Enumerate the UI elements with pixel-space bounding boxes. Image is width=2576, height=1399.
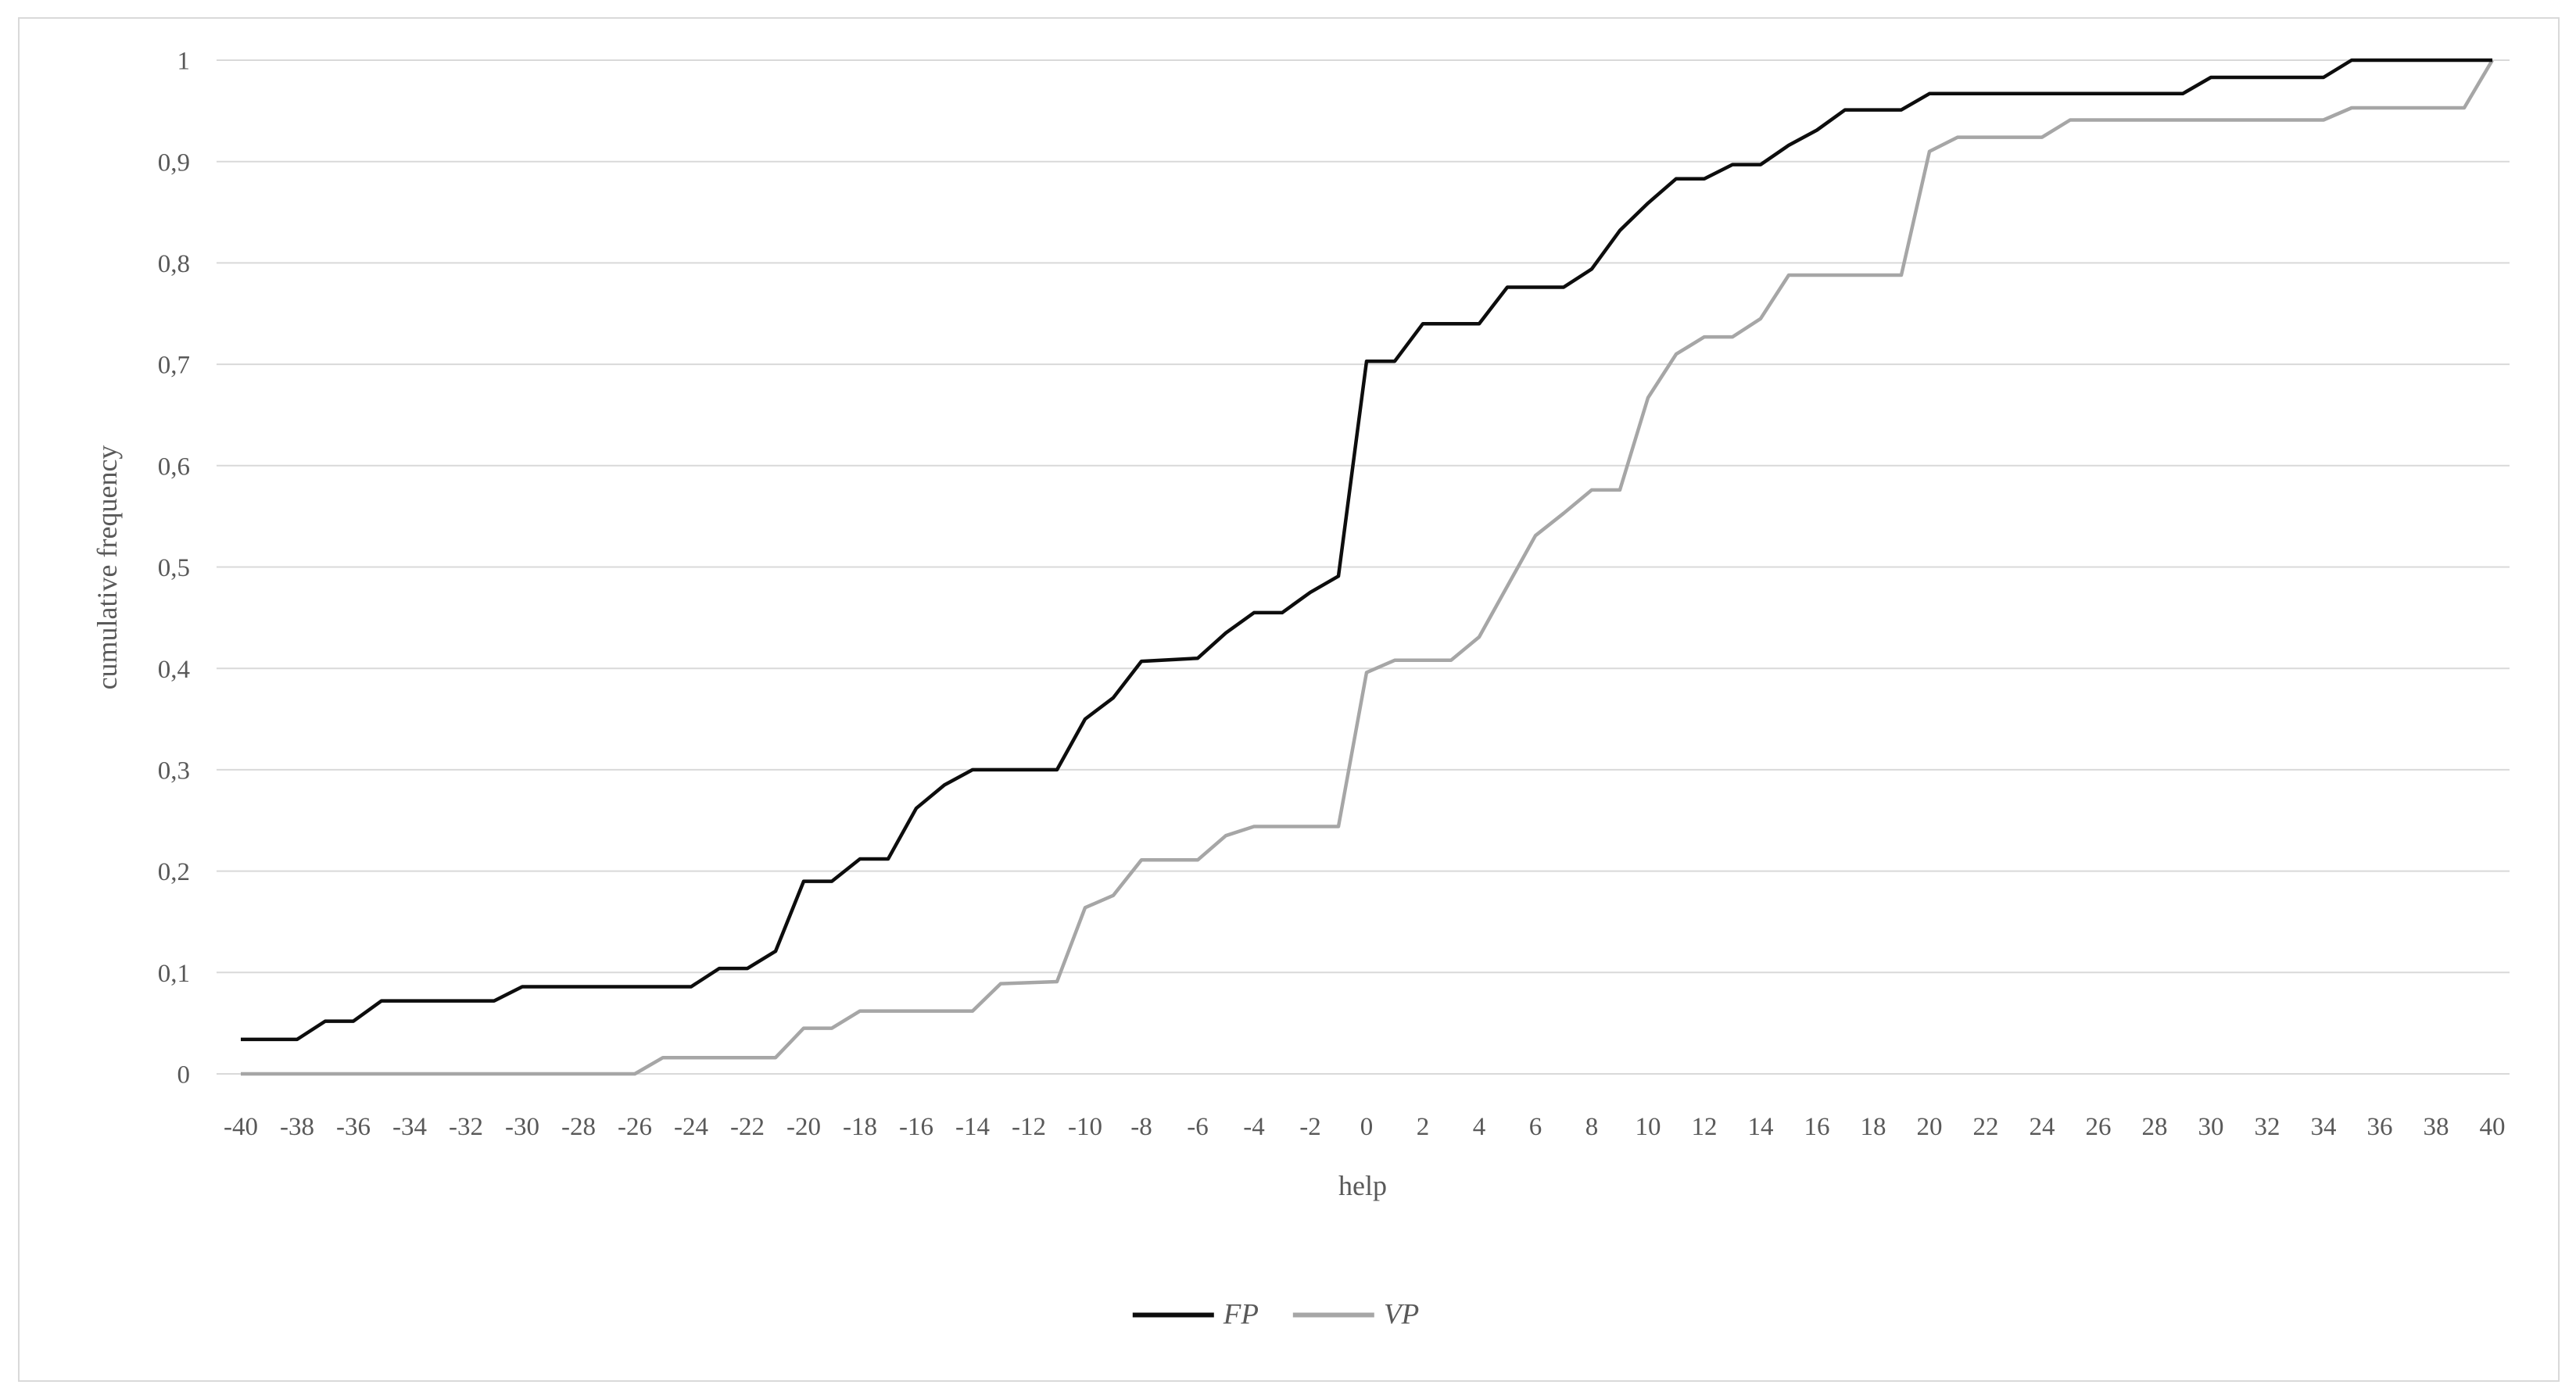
- y-tick-label: 0,8: [158, 250, 190, 278]
- x-tick-label: 2: [1417, 1113, 1430, 1141]
- x-tick-label: -10: [1068, 1113, 1102, 1141]
- x-tick-label: -38: [280, 1113, 314, 1141]
- series-line-fp: [241, 58, 2492, 1042]
- x-tick-label: 40: [2480, 1113, 2506, 1141]
- y-tick-label: 0: [177, 1061, 191, 1090]
- series-line-vp: [241, 59, 2494, 1076]
- y-tick-label: 0,9: [158, 148, 190, 177]
- x-tick-label: -16: [899, 1113, 933, 1141]
- x-tick-label: 16: [1804, 1113, 1830, 1141]
- legend: FP VP: [1132, 1298, 1419, 1332]
- x-tick-label: 10: [1636, 1113, 1661, 1141]
- chart-border: [18, 17, 2560, 1382]
- legend-label-vp: VP: [1384, 1298, 1420, 1331]
- y-axis-title: cumulative frequency: [91, 445, 123, 690]
- x-tick-label: 12: [1692, 1113, 1718, 1141]
- x-tick-label: -34: [392, 1113, 427, 1141]
- vp-line-swatch-icon: [1293, 1312, 1374, 1317]
- y-tick-label: 0,7: [158, 352, 190, 380]
- fp-line-swatch-icon: [1132, 1312, 1214, 1317]
- legend-item-fp: FP: [1132, 1298, 1259, 1332]
- x-tick-label: -26: [618, 1113, 652, 1141]
- x-tick-label: -36: [336, 1113, 371, 1141]
- y-tick-label: 1: [177, 48, 191, 76]
- x-tick-label: -30: [505, 1113, 539, 1141]
- x-tick-label: -20: [786, 1113, 821, 1141]
- y-tick-label: 0,3: [158, 757, 190, 785]
- x-tick-label: 20: [1917, 1113, 1943, 1141]
- y-tick-label: 0,4: [158, 656, 190, 684]
- x-tick-label: -18: [843, 1113, 877, 1141]
- legend-item-vp: VP: [1293, 1298, 1419, 1332]
- x-tick-label: 30: [2198, 1113, 2224, 1141]
- x-tick-label: -32: [449, 1113, 483, 1141]
- x-tick-label: -24: [674, 1113, 708, 1141]
- x-tick-label: 6: [1529, 1113, 1542, 1141]
- x-tick-label: -2: [1299, 1113, 1321, 1141]
- x-tick-label: 34: [2311, 1113, 2337, 1141]
- x-tick-label: -4: [1243, 1113, 1265, 1141]
- x-tick-label: -14: [955, 1113, 990, 1141]
- x-tick-label: 14: [1748, 1113, 1774, 1141]
- y-tick-label: 0,1: [158, 960, 190, 988]
- y-tick-label: 0,5: [158, 554, 190, 582]
- x-tick-label: -8: [1130, 1113, 1152, 1141]
- x-tick-label: -22: [730, 1113, 765, 1141]
- x-tick-label: 0: [1360, 1113, 1374, 1141]
- legend-label-fp: FP: [1223, 1298, 1259, 1331]
- x-tick-label: 36: [2367, 1113, 2393, 1141]
- x-tick-label: 22: [1973, 1113, 1999, 1141]
- x-tick-label: -12: [1012, 1113, 1046, 1141]
- x-tick-label: 18: [1861, 1113, 1886, 1141]
- y-tick-label: 0,6: [158, 453, 190, 481]
- x-tick-label: 4: [1473, 1113, 1486, 1141]
- y-tick-label: 0,2: [158, 858, 190, 886]
- x-tick-label: 26: [2086, 1113, 2112, 1141]
- x-tick-label: -28: [561, 1113, 596, 1141]
- x-tick-label: 38: [2424, 1113, 2449, 1141]
- x-tick-label: 32: [2255, 1113, 2280, 1141]
- x-tick-label: 28: [2142, 1113, 2168, 1141]
- x-tick-label: 24: [2030, 1113, 2055, 1141]
- x-tick-label: -6: [1187, 1113, 1209, 1141]
- x-tick-label: 8: [1585, 1113, 1599, 1141]
- x-tick-label: -40: [224, 1113, 258, 1141]
- x-axis-title: help: [1338, 1170, 1387, 1201]
